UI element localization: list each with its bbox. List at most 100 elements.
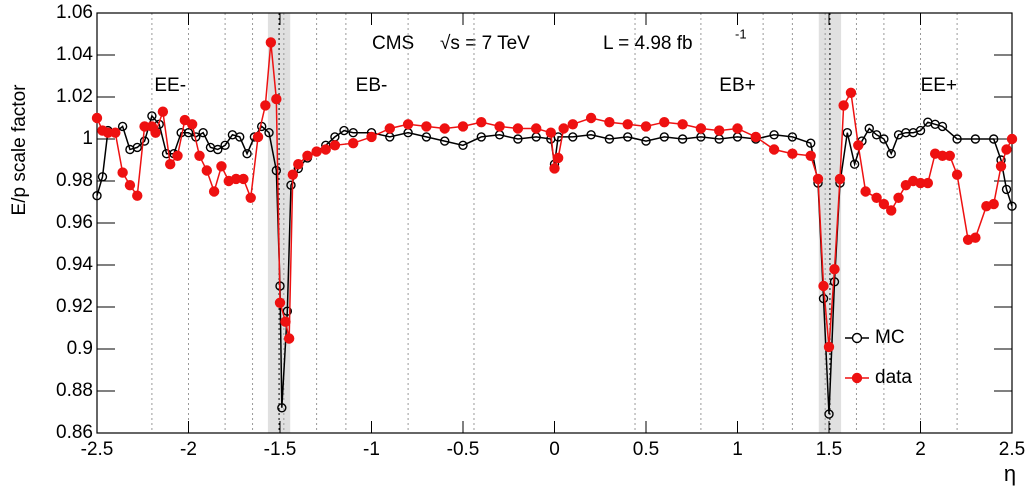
- data-point: [558, 123, 569, 134]
- data-point: [604, 116, 615, 128]
- data-point: [147, 111, 157, 121]
- x-tick-label: 0: [549, 439, 560, 460]
- data-point: [271, 165, 282, 176]
- annotation: L = 4.98 fb: [603, 33, 693, 54]
- data-point: [92, 190, 102, 201]
- data-point: [172, 150, 183, 162]
- data-point: [476, 116, 487, 128]
- data-point: [805, 150, 816, 162]
- data-point: [853, 140, 864, 151]
- data-point: [860, 186, 871, 197]
- data-point: [384, 123, 395, 134]
- data-point: [750, 131, 761, 143]
- data-point: [201, 165, 213, 176]
- data-point: [842, 127, 852, 138]
- x-tick-label: -2: [180, 439, 197, 460]
- data-point: [586, 130, 596, 140]
- data-point: [235, 132, 245, 142]
- x-tick-label: -2.5: [81, 439, 114, 460]
- data-point: [545, 127, 557, 138]
- x-tick-label: 2: [915, 439, 926, 460]
- data-point: [458, 140, 468, 151]
- data-point: [604, 134, 615, 144]
- series-line: [96, 114, 1013, 415]
- data-point: [640, 121, 652, 132]
- data-point: [402, 119, 414, 130]
- annotation: CMS: [372, 33, 414, 54]
- legend-label: data: [875, 367, 912, 388]
- y-tick-label: 0.94: [56, 254, 93, 275]
- data-point: [1007, 201, 1017, 211]
- data-point: [970, 232, 981, 243]
- data-point: [879, 134, 889, 144]
- data-point: [264, 127, 274, 138]
- data-point: [952, 134, 962, 144]
- data-point: [132, 190, 143, 201]
- data-point: [951, 169, 963, 180]
- legend-label: MC: [875, 327, 905, 348]
- data-point: [242, 148, 252, 159]
- x-axis-label: η: [1004, 461, 1016, 486]
- region-label: EE+: [921, 75, 957, 96]
- data-point: [552, 152, 564, 164]
- region-label: EE-: [154, 75, 186, 96]
- region-label: EB+: [719, 75, 755, 96]
- data-point: [198, 127, 208, 138]
- data-point: [208, 186, 220, 197]
- data-point: [164, 158, 176, 170]
- data-point: [421, 121, 432, 132]
- data-point: [265, 37, 277, 48]
- data-point: [421, 132, 432, 142]
- data-point: [512, 123, 524, 134]
- data-point: [768, 144, 780, 155]
- data-point: [476, 132, 486, 142]
- data-point: [922, 177, 934, 189]
- y-tick-label: 0.86: [56, 422, 93, 443]
- data-point: [132, 142, 142, 153]
- legend-marker: [851, 372, 863, 384]
- x-tick-label: 1.5: [816, 439, 842, 460]
- data-point: [871, 130, 882, 140]
- data-point: [531, 123, 542, 134]
- data-point: [732, 123, 743, 134]
- data-point: [677, 134, 688, 144]
- data-point: [970, 134, 981, 144]
- data-point: [320, 144, 331, 155]
- y-tick-label: 1.06: [56, 2, 93, 23]
- data-point: [117, 167, 128, 178]
- data-point: [348, 137, 359, 149]
- data-point: [893, 192, 904, 204]
- data-point: [937, 121, 948, 132]
- data-point: [280, 316, 291, 327]
- data-point: [439, 123, 450, 134]
- data-point: [714, 125, 725, 136]
- data-point: [302, 150, 313, 162]
- data-point: [238, 173, 249, 185]
- data-point: [838, 100, 849, 111]
- data-point: [183, 127, 194, 138]
- data-point: [494, 121, 505, 132]
- data-point: [677, 119, 688, 130]
- data-point: [339, 125, 349, 136]
- data-point: [695, 123, 707, 134]
- data-point: [567, 119, 578, 130]
- data-point: [513, 134, 523, 144]
- x-tick-label: 1: [732, 439, 743, 460]
- data-point: [806, 138, 816, 148]
- data-point: [845, 87, 857, 99]
- data-point: [659, 116, 670, 128]
- data-point: [988, 198, 999, 210]
- data-point: [823, 341, 835, 353]
- x-tick-label: -0.5: [447, 439, 480, 460]
- x-tick-label: 2.5: [999, 439, 1025, 460]
- data-point: [97, 172, 108, 182]
- data-point: [277, 403, 287, 413]
- data-point: [849, 159, 860, 169]
- data-point: [989, 134, 999, 144]
- data-point: [886, 205, 897, 216]
- data-point: [915, 125, 926, 136]
- data-point: [245, 192, 256, 204]
- data-point: [622, 119, 633, 130]
- data-point: [194, 150, 205, 162]
